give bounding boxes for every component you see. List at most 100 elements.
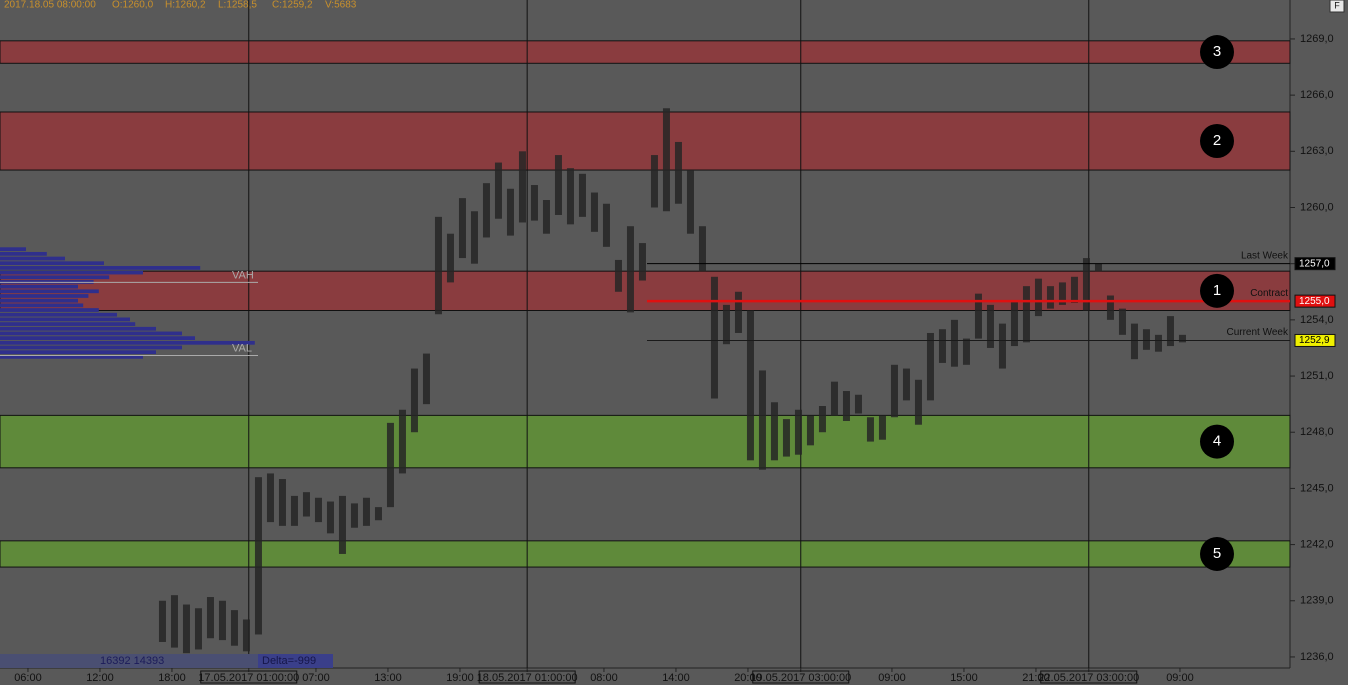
price-bar <box>566 168 574 225</box>
profile-bar <box>0 350 156 355</box>
price-bar <box>878 415 886 440</box>
price-bar <box>182 604 190 654</box>
zone-badge <box>1200 536 1234 571</box>
x-tick-label: 15:00 <box>950 672 978 684</box>
price-bar <box>698 226 706 272</box>
price-bar <box>938 329 946 363</box>
header-text: C:1259,2 <box>272 0 313 11</box>
price-bar <box>470 211 478 264</box>
zone-label: 3 <box>1213 43 1221 60</box>
y-tick-label: 1236,0 <box>1300 651 1334 663</box>
zone-badge <box>1200 35 1234 70</box>
price-bar <box>506 188 514 236</box>
price-bar <box>818 406 826 433</box>
header-text: L:1258,5 <box>218 0 257 11</box>
x-tick-label: 12:00 <box>86 672 114 684</box>
corner-button[interactable]: F <box>1334 0 1340 10</box>
price-bar <box>830 381 838 416</box>
price-bar <box>710 276 718 399</box>
profile-bar <box>0 275 110 280</box>
price-bar <box>494 162 502 219</box>
price-bar <box>1046 286 1054 309</box>
header-text: H:1260,2 <box>165 0 206 11</box>
footer-volume: 16392 14393 <box>100 655 164 667</box>
x-tick-label: 21:00 <box>1022 672 1050 684</box>
price-bar <box>734 291 742 333</box>
price-bar <box>590 192 598 232</box>
price-bar <box>914 379 922 425</box>
price-bar <box>950 319 958 367</box>
profile-bar <box>0 270 143 275</box>
y-tick-label: 1269,0 <box>1300 33 1334 45</box>
level-label: 1257,0 <box>1299 258 1330 269</box>
price-bar <box>1082 258 1090 311</box>
zone <box>0 111 1291 171</box>
price-bar <box>230 610 238 646</box>
price-bar <box>686 170 694 234</box>
price-bar <box>1118 308 1126 335</box>
profile-bar <box>0 251 47 256</box>
price-bar <box>422 353 430 405</box>
profile-bar <box>0 340 255 345</box>
price-bar <box>170 595 178 648</box>
price-bar <box>1166 316 1174 347</box>
x-tick-label: 09:00 <box>878 672 906 684</box>
price-bar <box>350 503 358 528</box>
price-bar <box>386 422 394 508</box>
price-bar <box>1154 334 1162 352</box>
zone-badge <box>1200 124 1234 159</box>
x-tick-label: 08:00 <box>590 672 618 684</box>
y-tick-label: 1260,0 <box>1300 201 1334 213</box>
price-bar <box>866 417 874 442</box>
x-tick-label: 09:00 <box>1166 672 1194 684</box>
price-bar <box>638 243 646 281</box>
price-bar <box>314 497 322 523</box>
price-bar <box>398 409 406 474</box>
price-bar <box>806 415 814 446</box>
profile-bar <box>0 317 130 322</box>
price-bar <box>338 495 346 554</box>
price-bar <box>770 402 778 461</box>
level-name: Contract <box>1250 288 1288 299</box>
footer-box <box>0 654 333 668</box>
price-bar <box>518 151 526 223</box>
profile-bar <box>0 256 65 261</box>
price-bar <box>254 477 262 635</box>
profile-bar <box>0 326 156 331</box>
price-bar <box>542 200 550 234</box>
price-bar <box>974 293 982 339</box>
price-bar <box>962 338 970 365</box>
corner-button-box[interactable] <box>1329 0 1345 13</box>
x-tick-label: 14:00 <box>662 672 690 684</box>
profile-bar <box>0 266 201 270</box>
price-bar <box>206 597 214 639</box>
price-bar <box>446 233 454 283</box>
level-label: 1252,9 <box>1299 335 1330 346</box>
level-label-box <box>1294 333 1336 347</box>
x-date-box <box>478 670 576 684</box>
x-tick-label: 06:00 <box>14 672 42 684</box>
x-tick-label: 07:00 <box>302 672 330 684</box>
profile-bar <box>0 336 195 340</box>
zone-badge <box>1200 424 1234 459</box>
delta-box <box>258 654 333 668</box>
price-bar <box>1034 278 1042 317</box>
y-tick-label: 1239,0 <box>1300 595 1334 607</box>
header-text: O:1260,0 <box>112 0 154 11</box>
y-tick-label: 1248,0 <box>1300 426 1334 438</box>
price-bar <box>578 173 586 217</box>
x-tick-label: 20:00 <box>734 672 762 684</box>
value-area-label: VAH <box>232 269 254 281</box>
price-bar <box>758 370 766 470</box>
price-bar <box>674 141 682 204</box>
zone <box>0 414 1291 469</box>
zone-label: 5 <box>1213 545 1221 562</box>
price-bar <box>194 608 202 650</box>
y-tick-label: 1263,0 <box>1300 145 1334 157</box>
price-bar <box>1142 329 1150 350</box>
price-bar <box>278 479 286 526</box>
profile-bar <box>0 284 78 289</box>
price-bar <box>1070 276 1078 304</box>
price-bar <box>242 619 250 652</box>
